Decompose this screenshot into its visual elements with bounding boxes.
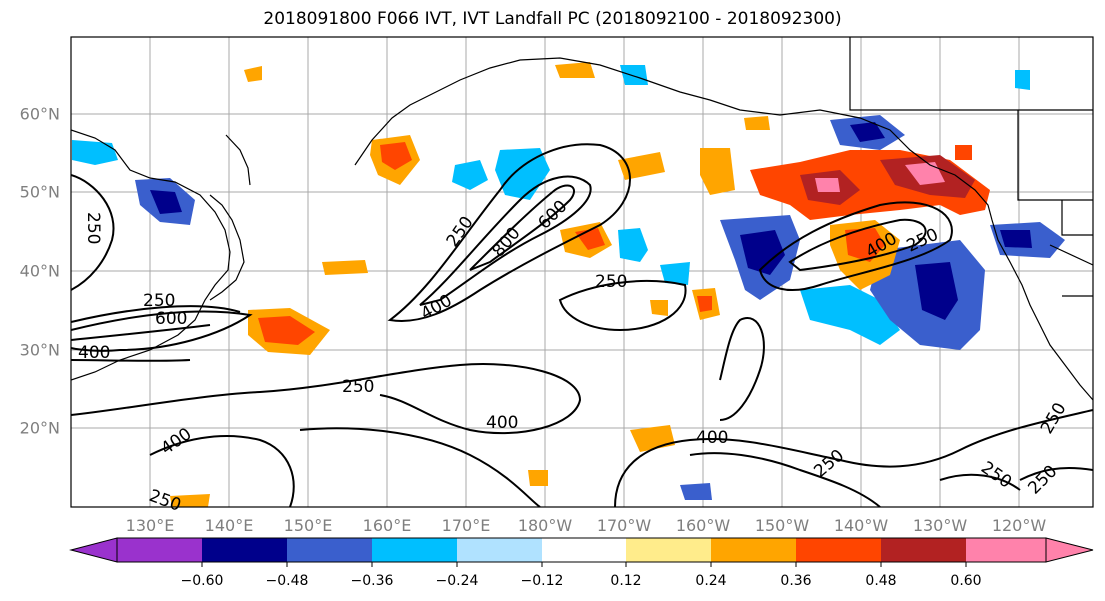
lat-label: 60°N bbox=[19, 104, 60, 124]
contour-label: 250 bbox=[143, 291, 175, 311]
lon-label: 150°E bbox=[283, 516, 333, 535]
colorbar-tick-label: 0.48 bbox=[865, 573, 897, 589]
contour-label: 600 bbox=[155, 309, 187, 329]
lon-label: 180°W bbox=[517, 516, 573, 535]
colorbar-segment bbox=[372, 538, 457, 562]
coastlines bbox=[71, 37, 1093, 401]
colorbar-segment bbox=[542, 538, 626, 562]
lat-label: 20°N bbox=[19, 418, 60, 438]
colorbar-extend-low bbox=[69, 537, 118, 563]
contour-label: 250 bbox=[595, 272, 627, 292]
colorbar-tick-label: −0.60 bbox=[180, 573, 224, 589]
colorbar-segment bbox=[881, 538, 966, 562]
colorbar-segment bbox=[457, 538, 542, 562]
lon-label: 140°W bbox=[833, 516, 889, 535]
colorbar-segment bbox=[966, 538, 1046, 562]
colorbar-segment bbox=[711, 538, 796, 562]
ivt-contours bbox=[71, 143, 1093, 507]
colorbar-tick-label: −0.12 bbox=[520, 573, 564, 589]
contour-label: 400 bbox=[486, 413, 518, 433]
lon-label: 170°E bbox=[441, 516, 491, 535]
colorbar-tick-label: −0.48 bbox=[265, 573, 309, 589]
lon-label: 140°E bbox=[204, 516, 254, 535]
colorbar-segment bbox=[287, 538, 372, 562]
map-title: 2018091800 F066 IVT, IVT Landfall PC (20… bbox=[263, 9, 842, 29]
lon-label: 120°W bbox=[991, 516, 1047, 535]
colorbar-tick-label: 0.36 bbox=[780, 573, 812, 589]
contour-label: 400 bbox=[696, 428, 728, 448]
colorbar-segment bbox=[202, 538, 287, 562]
colorbar-segment bbox=[117, 538, 202, 562]
colorbar-tick-label: 0.12 bbox=[610, 573, 642, 589]
lon-label: 130°E bbox=[125, 516, 175, 535]
colorbar-tick-label: −0.36 bbox=[350, 573, 394, 589]
lon-label: 160°W bbox=[675, 516, 731, 535]
lon-label: 170°W bbox=[596, 516, 652, 535]
lon-label: 130°W bbox=[912, 516, 968, 535]
colorbar-extend-high bbox=[1045, 537, 1094, 563]
colorbar-tick-label: 0.24 bbox=[695, 573, 727, 589]
contour-label: 250 bbox=[83, 212, 103, 244]
colorbar-tick-label: 0.60 bbox=[950, 573, 982, 589]
colorbar-tick-label: −0.24 bbox=[435, 573, 479, 589]
map-frame bbox=[70, 36, 1094, 508]
colorbar bbox=[69, 537, 1094, 567]
lat-label: 40°N bbox=[19, 261, 60, 281]
colorbar-segment bbox=[626, 538, 711, 562]
lat-label: 50°N bbox=[19, 182, 60, 202]
lon-label: 150°W bbox=[754, 516, 810, 535]
contour-label: 250 bbox=[342, 377, 374, 397]
lon-label: 160°E bbox=[362, 516, 412, 535]
colorbar-segment bbox=[796, 538, 881, 562]
lat-label: 30°N bbox=[19, 340, 60, 360]
contour-label: 400 bbox=[78, 343, 110, 363]
colorbar-outline bbox=[116, 537, 1047, 563]
negative-anomaly-patches bbox=[72, 65, 1065, 500]
